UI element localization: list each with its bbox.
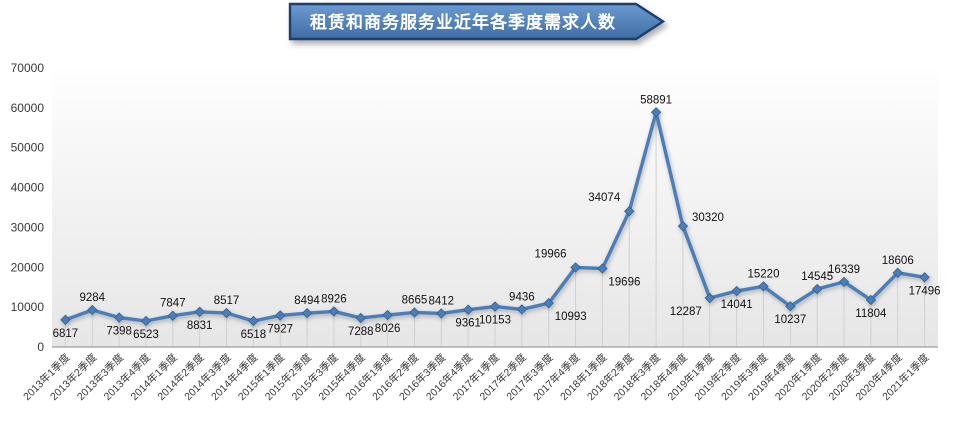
data-point-label: 19966 (535, 248, 567, 260)
data-point-marker (113, 312, 125, 323)
banner-arrow-shape (288, 2, 666, 41)
data-point-marker (87, 304, 98, 316)
data-point-marker (919, 272, 930, 283)
data-point-marker (382, 309, 393, 321)
data-point-label: 8517 (214, 295, 240, 307)
chart-title: 租赁和商务服务业近年各季度需求人数 (310, 12, 616, 32)
y-tick-label: 20000 (11, 260, 45, 274)
data-point-marker (436, 308, 447, 319)
data-point-label: 14545 (801, 271, 833, 283)
data-point-marker (785, 301, 796, 312)
data-point-label: 8665 (402, 294, 428, 306)
data-point-marker (758, 281, 769, 292)
data-point-label: 9436 (509, 291, 535, 303)
data-point-marker (624, 206, 635, 217)
data-point-marker (140, 315, 152, 327)
data-point-label: 8831 (187, 320, 213, 332)
data-point-label: 7288 (348, 326, 374, 338)
data-point-marker (812, 283, 823, 295)
chart-title-banner: 租赁和商务服务业近年各季度需求人数 (288, 2, 666, 41)
y-tick-label: 50000 (11, 141, 45, 155)
data-point-marker (355, 312, 366, 324)
data-point-marker (543, 298, 554, 309)
data-point-label: 12287 (670, 306, 702, 318)
data-point-label: 8026 (375, 323, 401, 335)
data-point-label: 58891 (640, 94, 672, 106)
y-tick-label: 70000 (11, 61, 45, 75)
y-tick-label: 10000 (11, 300, 45, 314)
data-point-marker (516, 304, 528, 315)
data-point-marker (328, 306, 340, 317)
data-point-marker (650, 107, 662, 118)
data-point-marker (221, 307, 232, 319)
data-point-label: 6518 (241, 329, 267, 341)
demand-series (60, 107, 930, 327)
data-point-marker (704, 292, 715, 304)
plot-area (52, 68, 938, 347)
y-tick-label: 40000 (11, 181, 45, 195)
data-point-marker (489, 301, 501, 312)
data-point-label: 9284 (79, 292, 105, 304)
data-point-marker (60, 314, 71, 325)
data-point-marker (892, 267, 903, 279)
data-point-label: 7398 (106, 326, 132, 338)
data-point-marker (731, 285, 742, 297)
data-point-label: 11804 (855, 308, 887, 320)
data-point-label: 17496 (909, 285, 941, 297)
data-point-label: 10237 (774, 314, 806, 326)
data-point-label: 19696 (608, 276, 640, 288)
data-point-marker (865, 294, 877, 306)
data-point-label: 8494 (294, 295, 320, 307)
data-point-label: 14041 (721, 299, 753, 311)
data-point-label: 6817 (53, 328, 79, 340)
data-point-label: 10153 (479, 315, 511, 327)
data-point-label: 34074 (588, 192, 621, 204)
data-point-label: 7847 (160, 298, 186, 310)
data-point-marker (194, 306, 205, 317)
data-point-label: 30320 (692, 212, 724, 224)
data-point-label: 8926 (321, 293, 347, 305)
y-tick-label: 0 (37, 340, 44, 354)
y-tick-label: 30000 (11, 220, 45, 234)
data-point-label: 9361 (455, 318, 481, 330)
data-point-label: 7927 (267, 323, 293, 335)
data-point-label: 15220 (747, 268, 779, 280)
data-point-marker (301, 307, 313, 319)
data-point-label: 6523 (133, 329, 159, 341)
data-point-label: 10993 (555, 311, 587, 323)
data-point-marker (677, 220, 689, 232)
data-point-label: 16339 (828, 264, 860, 276)
data-point-marker (409, 307, 420, 318)
y-tick-label: 60000 (11, 101, 45, 115)
data-point-marker (597, 263, 608, 274)
data-point-marker (570, 262, 581, 273)
data-point-marker (462, 304, 474, 315)
data-point-marker (167, 310, 178, 321)
data-point-label: 18606 (882, 255, 914, 267)
data-point-marker (248, 315, 259, 327)
data-point-marker (275, 310, 286, 321)
data-point-marker (838, 276, 850, 288)
data-point-label: 8412 (429, 295, 455, 307)
